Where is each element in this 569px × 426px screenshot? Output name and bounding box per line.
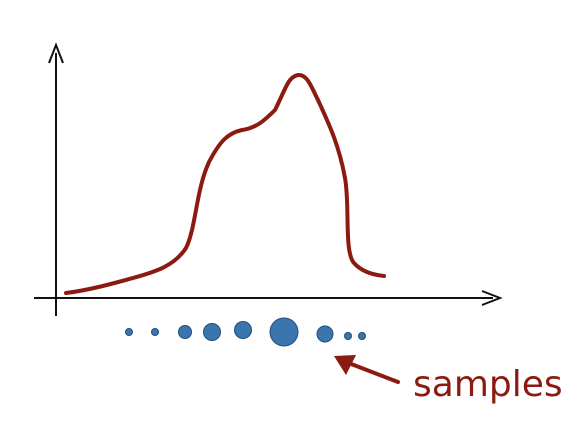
sample-dot [125,328,133,336]
y-axis-arrowhead-icon [48,42,64,64]
sample-dot [151,328,159,336]
sample-dot [234,321,252,339]
sample-dot [316,325,334,343]
sample-dot [203,323,221,341]
samples-pointer-arrow-icon [334,355,400,384]
x-axis-arrowhead-icon [481,290,503,306]
sample-dot [269,317,299,347]
sample-dot [178,325,192,339]
samples-label: samples [413,364,563,405]
sample-dot [344,332,352,340]
samples [125,317,366,347]
axes [34,42,503,316]
sample-dot [358,332,366,340]
density-curve [64,73,386,295]
